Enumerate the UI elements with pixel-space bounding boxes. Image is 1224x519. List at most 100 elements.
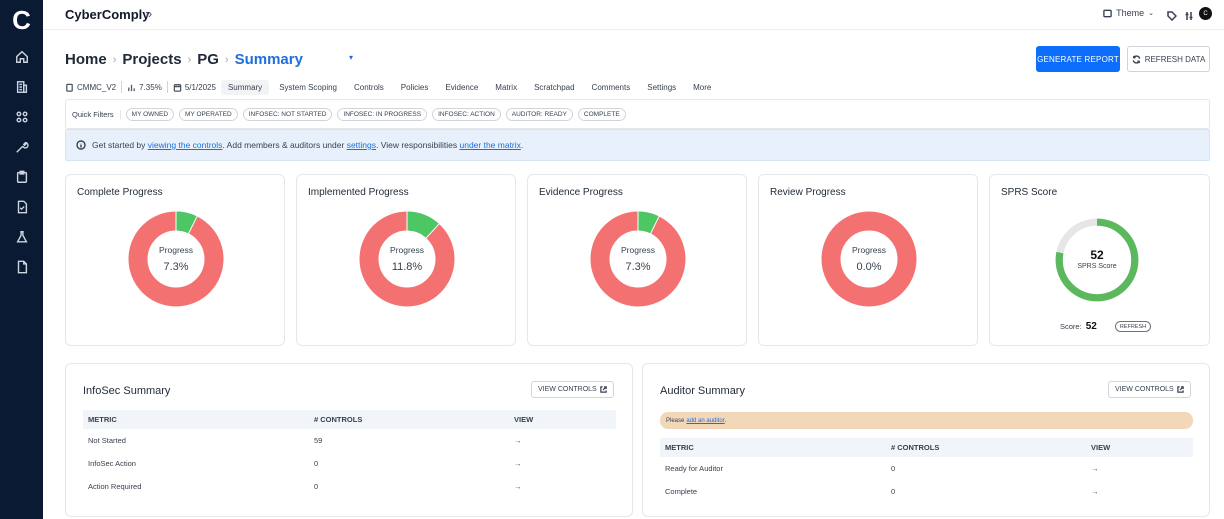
tab-matrix[interactable]: Matrix [495, 82, 518, 92]
donut-segment-divider [425, 223, 440, 239]
infosec-view-controls-button[interactable]: VIEW CONTROLS [531, 381, 614, 398]
arrow-right-icon[interactable]: → [1091, 464, 1099, 473]
sprs-score-caption: SPRS Score [1077, 263, 1117, 270]
tab-policies[interactable]: Policies [400, 82, 429, 92]
infosec-summary-panel: InfoSec Summary VIEW CONTROLS METRIC # C… [65, 363, 633, 517]
tab-system-scoping[interactable]: System Scoping [279, 82, 337, 92]
auditor-view-controls-button[interactable]: VIEW CONTROLS [1108, 381, 1191, 398]
tab-summary[interactable]: Summary [220, 79, 270, 95]
implemented-progress-donut [359, 211, 455, 307]
tab-more[interactable]: More [693, 82, 712, 92]
add-auditor-notice: Please add an auditor. [660, 412, 1193, 429]
info-text: Get started by [92, 140, 146, 150]
arrow-right-icon[interactable]: → [514, 436, 522, 445]
donut-value: 11.8% [391, 261, 423, 273]
app-logo[interactable]: C [12, 4, 31, 35]
review-progress-card: Review Progress Progress 0.0% [758, 174, 978, 346]
score-row: Score: 52 REFRESH [1060, 321, 1152, 332]
filter-chip-infosec-action[interactable]: INFOSEC: ACTION [432, 107, 501, 121]
evidence-progress-donut [590, 211, 686, 307]
filter-chip-my-operated[interactable]: MY OPERATED [179, 107, 238, 121]
breadcrumb-separator: › [187, 53, 192, 66]
top-bar: CyberComply » Theme ⌄ C [43, 0, 1224, 30]
sprs-score-card: SPRS Score 52 SPRS Score Score: 52 REFRE… [989, 174, 1210, 346]
donut-remaining-segment [590, 211, 686, 307]
info-text: . View responsibilities [376, 140, 458, 150]
panel-title: InfoSec Summary [83, 385, 171, 397]
getting-started-text: Get started by viewing the controls. Add… [92, 140, 523, 150]
filter-chip-auditor-ready[interactable]: AUDITOR: READY [505, 107, 573, 121]
complete-progress-card: Complete Progress Progress 7.3% [65, 174, 285, 346]
table-header: METRIC # CONTROLS VIEW [83, 410, 616, 429]
donut-value: 7.3% [625, 261, 651, 273]
page-title: Summary [234, 51, 303, 68]
framework-label: CMMC_V2 [77, 82, 117, 92]
clipboard-icon [66, 83, 73, 92]
percent-label: 7.35% [139, 82, 162, 92]
document-check-icon[interactable] [0, 192, 43, 222]
page-switch-caret-icon[interactable]: ▾ [348, 53, 353, 62]
table-row: InfoSec Action 0 → [83, 452, 616, 475]
donut-remaining-segment [359, 211, 455, 307]
theme-icon [1103, 9, 1112, 17]
grid-icon[interactable] [0, 102, 43, 132]
filter-chip-complete[interactable]: COMPLETE [577, 107, 626, 121]
external-link-icon [1176, 386, 1184, 393]
filter-chip-my-owned[interactable]: MY OWNED [125, 107, 175, 121]
tab-bar: CMMC_V2 7.35% 5/1/2025 Summary System Sc… [65, 79, 721, 95]
donut-value: 7.3% [163, 261, 189, 273]
settings-link[interactable]: settings [346, 140, 376, 150]
count-cell: 0 [891, 464, 896, 473]
theme-toggle[interactable]: Theme ⌄ [1103, 8, 1154, 18]
building-icon[interactable] [0, 72, 43, 102]
sidebar: C [0, 0, 43, 519]
percent-meta: 7.35% [122, 81, 168, 93]
tab-evidence[interactable]: Evidence [445, 82, 479, 92]
table-row: Action Required 0 → [83, 475, 616, 498]
column-header: VIEW [1091, 443, 1111, 452]
file-icon[interactable] [0, 252, 43, 282]
arrow-right-icon[interactable]: → [1091, 487, 1099, 496]
donut-label: Progress [158, 245, 193, 255]
flask-icon[interactable] [0, 222, 43, 252]
info-text: . [520, 140, 524, 150]
donut-label: Progress [851, 245, 886, 255]
add-auditor-link[interactable]: add an auditor [686, 417, 725, 424]
sprs-progress-segment [1055, 218, 1139, 302]
metric-cell: Not Started [88, 436, 126, 445]
calendar-icon [173, 83, 182, 92]
clipboard-icon[interactable] [0, 162, 43, 192]
info-text: . Add members & auditors under [222, 140, 345, 150]
breadcrumb-home[interactable]: Home [65, 51, 107, 68]
score-label: Score: [1060, 322, 1082, 331]
filter-chip-infosec-not-started[interactable]: INFOSEC: NOT STARTED [242, 107, 333, 121]
refresh-icon [1132, 54, 1140, 64]
sliders-icon[interactable] [1184, 8, 1194, 20]
filter-chip-infosec-in-progress[interactable]: INFOSEC: IN PROGRESS [337, 107, 428, 121]
tab-settings[interactable]: Settings [647, 82, 677, 92]
expand-sidebar-button[interactable]: » [145, 6, 153, 21]
arrow-right-icon[interactable]: → [514, 459, 522, 468]
external-link-icon [599, 386, 607, 393]
tag-icon[interactable] [1167, 8, 1178, 22]
donut-label: Progress [620, 245, 655, 255]
breadcrumb-project[interactable]: PG [197, 51, 219, 68]
tab-scratchpad[interactable]: Scratchpad [534, 82, 575, 92]
viewing-controls-link[interactable]: viewing the controls [147, 140, 223, 150]
breadcrumb-projects[interactable]: Projects [122, 51, 182, 68]
column-header: # CONTROLS [891, 443, 940, 452]
evidence-progress-card: Evidence Progress Progress 7.3% [527, 174, 747, 346]
home-icon[interactable] [0, 42, 43, 72]
refresh-data-button[interactable]: REFRESH DATA [1127, 46, 1210, 72]
refresh-score-button[interactable]: REFRESH [1114, 321, 1152, 332]
count-cell: 0 [314, 459, 319, 468]
avatar[interactable]: C [1199, 7, 1212, 20]
arrow-right-icon[interactable]: → [514, 482, 522, 491]
generate-report-button[interactable]: GENERATE REPORT [1036, 46, 1120, 72]
matrix-link[interactable]: under the matrix [459, 140, 521, 150]
tab-controls[interactable]: Controls [354, 82, 384, 92]
refresh-data-label: REFRESH DATA [1144, 54, 1206, 64]
wrench-icon[interactable] [0, 132, 43, 162]
complete-progress-donut [128, 211, 224, 307]
tab-comments[interactable]: Comments [591, 82, 631, 92]
